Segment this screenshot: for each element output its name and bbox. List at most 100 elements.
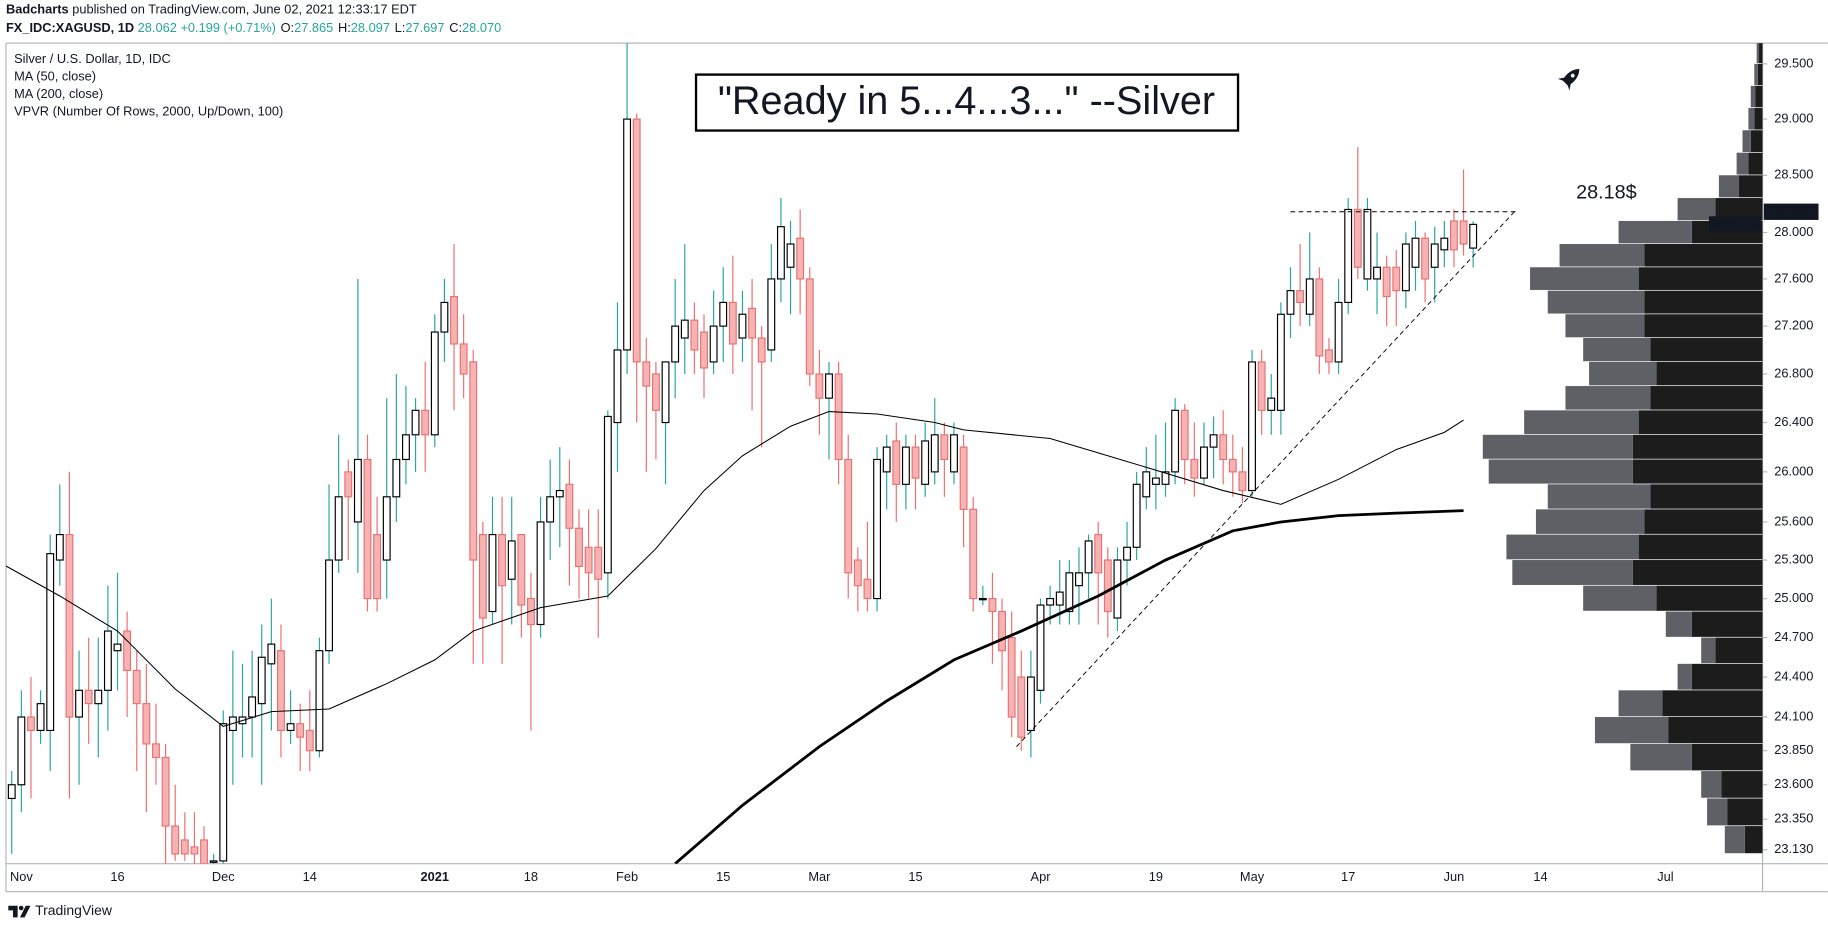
- candle-body: [363, 458, 372, 600]
- candle-body: [1026, 676, 1035, 732]
- x-tick-label: 18: [524, 869, 538, 884]
- vpvr-up: [1727, 798, 1763, 826]
- x-tick-label: Apr: [1031, 869, 1052, 884]
- candle-body: [1228, 458, 1237, 473]
- vpvr-down: [1724, 826, 1745, 854]
- candle-body: [142, 703, 151, 745]
- legend: Silver / U.S. Dollar, 1D, IDC MA (50, clo…: [14, 51, 283, 118]
- vpvr-down: [1701, 637, 1716, 664]
- candle-body: [1209, 434, 1218, 448]
- candle-body: [498, 534, 507, 587]
- candle-body: [892, 440, 901, 485]
- vpvr-down: [1547, 290, 1645, 314]
- candle-body: [950, 434, 958, 473]
- candle-body: [1103, 559, 1112, 613]
- vpvr-down: [1512, 560, 1633, 585]
- candle-body: [546, 496, 555, 523]
- candle-body: [1075, 572, 1083, 587]
- vpvr-up: [1759, 43, 1763, 64]
- vpvr-down: [1677, 198, 1716, 221]
- candle-body: [517, 534, 526, 606]
- candle-body: [680, 319, 689, 339]
- candle-body: [623, 118, 632, 351]
- legend-entry: VPVR (Number Of Rows, 2000, Up/Down, 100…: [14, 103, 283, 118]
- ohlc-value: 28.097: [351, 21, 390, 36]
- x-tick-label: 15: [908, 869, 922, 884]
- candle-body: [209, 860, 218, 863]
- candle-body: [603, 415, 612, 574]
- candle-body: [901, 446, 910, 485]
- vpvr-down: [1750, 85, 1756, 108]
- y-tick-label: 23.600: [1774, 776, 1813, 791]
- candle-body: [353, 458, 362, 523]
- candle-body: [575, 527, 583, 568]
- candle-body: [1132, 483, 1141, 548]
- candle-body: [219, 723, 228, 862]
- vpvr-down: [1589, 361, 1657, 386]
- vpvr-up: [1738, 175, 1763, 198]
- trendline: [1016, 210, 1516, 747]
- vpvr-up: [1638, 267, 1763, 290]
- symbol-line: FX_IDC:XAGUSD, 1D 28.062 +0.199 (+0.71%)…: [6, 21, 501, 36]
- candle-body: [27, 716, 35, 732]
- level-annotation: 28.18$: [1576, 182, 1637, 204]
- candle-body: [123, 630, 132, 672]
- vpvr-up: [1632, 560, 1763, 585]
- candle-body: [805, 278, 814, 375]
- candle-body: [555, 489, 564, 498]
- vpvr-down: [1506, 534, 1639, 560]
- candle-body: [651, 373, 660, 411]
- candle-body: [815, 373, 824, 399]
- candle-body: [94, 689, 103, 705]
- candle-body: [257, 656, 266, 705]
- vpvr-up: [1650, 386, 1763, 410]
- y-tick-label: 27.600: [1774, 270, 1813, 285]
- vpvr-up: [1656, 585, 1763, 611]
- chart-title: "Ready in 5...4...3..." --Silver: [718, 79, 1215, 123]
- candle-body: [757, 337, 766, 363]
- vpvr-up: [1644, 314, 1763, 338]
- candle-body: [642, 361, 651, 387]
- y-tick-label: 29.000: [1774, 110, 1813, 125]
- candle-body: [882, 446, 891, 473]
- candle-body: [132, 669, 141, 705]
- candle-body: [1055, 591, 1064, 606]
- candle-body: [584, 546, 593, 574]
- vpvr-up: [1691, 743, 1763, 771]
- y-tick-label: 28.500: [1774, 167, 1813, 182]
- vpvr-down: [1488, 459, 1633, 484]
- candle-body: [1373, 266, 1381, 280]
- vpvr-down: [1565, 386, 1651, 410]
- x-tick-label: 15: [716, 869, 730, 884]
- candle-body: [1325, 349, 1333, 363]
- candle-body: [1267, 397, 1276, 411]
- vpvr-down: [1530, 267, 1639, 290]
- vpvr-down: [1618, 690, 1663, 717]
- candle-body: [1411, 237, 1420, 268]
- vpvr-down: [1565, 314, 1645, 338]
- candle-body: [1219, 434, 1228, 461]
- vpvr-up: [1662, 690, 1763, 717]
- vpvr-up: [1715, 198, 1763, 221]
- title-box: [694, 73, 1240, 132]
- candle-body: [671, 325, 680, 363]
- vpvr-down: [1583, 338, 1651, 362]
- axes: 29.500 29.000 28.500 28.000 27.600 27.200 26.8…: [10, 55, 1813, 884]
- candle-body: [1305, 278, 1314, 315]
- y-tick-label: 23.850: [1774, 742, 1813, 757]
- candle-body: [65, 534, 74, 718]
- candle-body: [421, 409, 430, 436]
- vpvr-up: [1757, 63, 1763, 86]
- candle-body: [315, 650, 324, 752]
- candle-body: [7, 784, 16, 800]
- candle-body: [796, 237, 805, 280]
- vpvr-up: [1691, 663, 1763, 690]
- candle-body: [1200, 446, 1208, 479]
- candle-body: [1036, 604, 1045, 691]
- candle-body: [536, 521, 545, 626]
- x-tick-label: 14: [303, 869, 317, 884]
- candle-body: [873, 458, 882, 600]
- candle-body: [1084, 540, 1093, 574]
- candle-body: [402, 434, 410, 461]
